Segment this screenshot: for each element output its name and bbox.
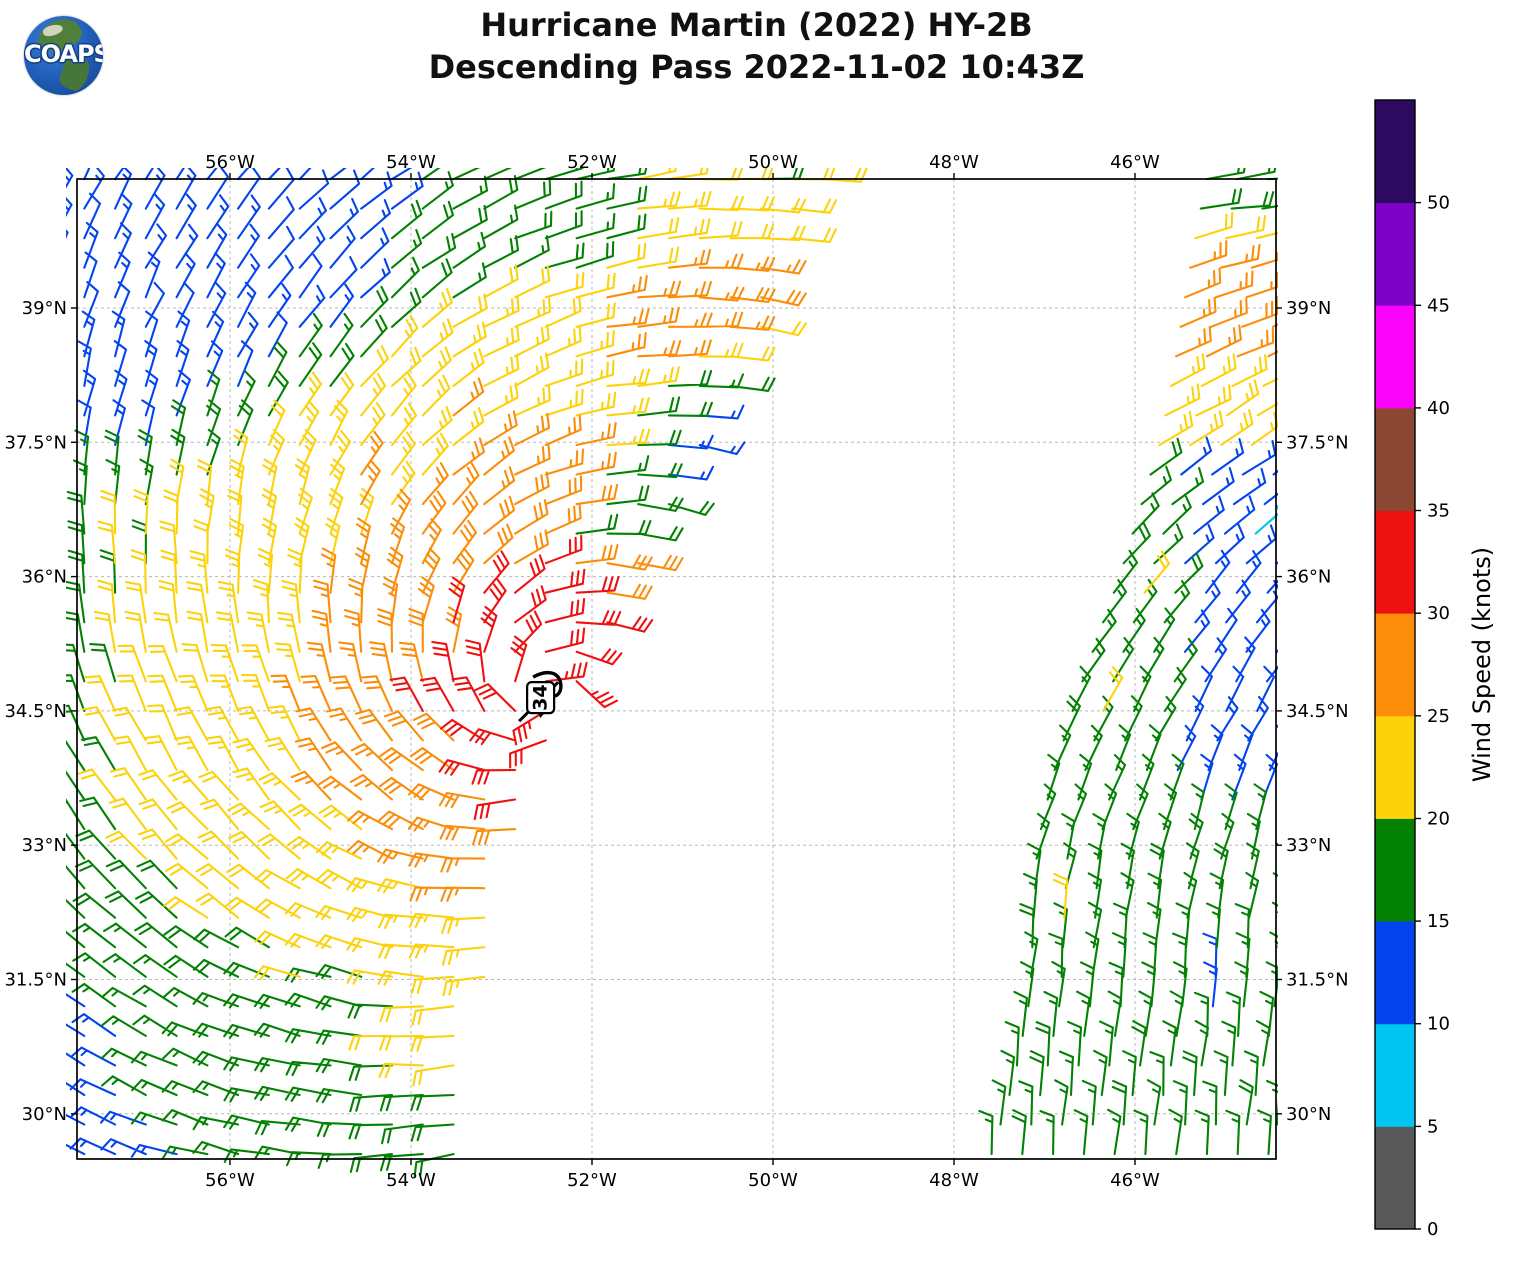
lon-tick-label-top: 46°W (1110, 152, 1160, 173)
colorbar-segment (1375, 510, 1415, 614)
colorbar-segment (1375, 715, 1415, 819)
lon-tick-label-bottom: 50°W (748, 1170, 798, 1191)
colorbar-segment (1375, 305, 1415, 409)
storm-marker-label: 34 (530, 684, 552, 710)
colorbar-frame (1374, 99, 1416, 1230)
colorbar-segment (1375, 613, 1415, 717)
colorbar: 0 5 10 15 20 25 30 35 40 45 50 Wind Speed (knots) (1374, 99, 1496, 1240)
lon-tick-label-bottom: 56°W (205, 1170, 255, 1191)
coaps-logo-text: COAPS (24, 40, 103, 68)
colorbar-tick-label: 15 (1427, 911, 1450, 932)
axis-tick-labels: 56°W 56°W 54°W 54°W 52°W 52°W 50°W 50°W 48°W 48°W… (4, 152, 1348, 1191)
colorbar-tick-label: 50 (1427, 193, 1450, 214)
gridlines (77, 179, 1276, 1159)
wind-barbs-layer (66, 168, 1278, 1178)
lat-tick-label-left: 31.5°N (4, 970, 67, 991)
title-line-2: Descending Pass 2022-11-02 10:43Z (428, 48, 1085, 86)
lat-tick-label-left: 34.5°N (4, 701, 67, 722)
axes-frame (76, 178, 1277, 1160)
lon-tick-label-bottom: 48°W (929, 1170, 979, 1191)
lon-tick-label-top: 52°W (567, 152, 617, 173)
colorbar-tick-label: 40 (1427, 398, 1450, 419)
lon-tick-label-bottom: 46°W (1110, 1170, 1160, 1191)
coaps-logo: COAPS (24, 16, 103, 95)
lon-tick-label-top: 48°W (929, 152, 979, 173)
lat-tick-label-right: 34.5°N (1286, 701, 1349, 722)
lat-tick-label-right: 30°N (1286, 1104, 1331, 1125)
lat-tick-label-left: 39°N (22, 298, 67, 319)
colorbar-tick-label: 25 (1427, 706, 1450, 727)
colorbar-tick-label: 0 (1427, 1219, 1438, 1240)
lon-tick-label-top: 54°W (386, 152, 436, 173)
colorbar-tick-label: 5 (1427, 1116, 1438, 1137)
lat-tick-label-left: 36°N (22, 567, 67, 588)
colorbar-segment (1375, 818, 1415, 922)
colorbar-segment (1375, 1126, 1415, 1230)
colorbar-tick-label: 10 (1427, 1014, 1450, 1035)
lon-tick-label-bottom: 54°W (386, 1170, 436, 1191)
lat-tick-label-left: 33°N (22, 835, 67, 856)
colorbar-segment (1375, 921, 1415, 1025)
lon-tick-label-bottom: 52°W (567, 1170, 617, 1191)
lat-tick-label-right: 33°N (1286, 835, 1331, 856)
lon-tick-label-top: 56°W (205, 152, 255, 173)
storm-center-marker: 34 (518, 670, 563, 723)
storm-marker-box (526, 681, 556, 715)
colorbar-segment (1375, 100, 1415, 204)
colorbar-tick-label: 30 (1427, 603, 1450, 624)
lat-tick-label-right: 37.5°N (1286, 432, 1349, 453)
colorbar-tick-label: 45 (1427, 295, 1450, 316)
colorbar-tick-label: 35 (1427, 501, 1450, 522)
colorbar-segment (1375, 407, 1415, 511)
colorbar-label: Wind Speed (knots) (1468, 547, 1496, 782)
figure-title: Hurricane Martin (2022) HY-2B Descending… (0, 4, 1513, 88)
colorbar-segment (1375, 1023, 1415, 1127)
lat-tick-label-left: 30°N (22, 1104, 67, 1125)
lat-tick-label-right: 36°N (1286, 567, 1331, 588)
lat-tick-label-left: 37.5°N (4, 432, 67, 453)
colorbar-segment (1375, 202, 1415, 306)
lat-tick-label-right: 39°N (1286, 298, 1331, 319)
title-line-1: Hurricane Martin (2022) HY-2B (480, 6, 1033, 44)
lat-tick-label-right: 31.5°N (1286, 970, 1349, 991)
axis-ticks (71, 173, 1282, 1165)
lon-tick-label-top: 50°W (748, 152, 798, 173)
colorbar-tick-label: 20 (1427, 809, 1450, 830)
